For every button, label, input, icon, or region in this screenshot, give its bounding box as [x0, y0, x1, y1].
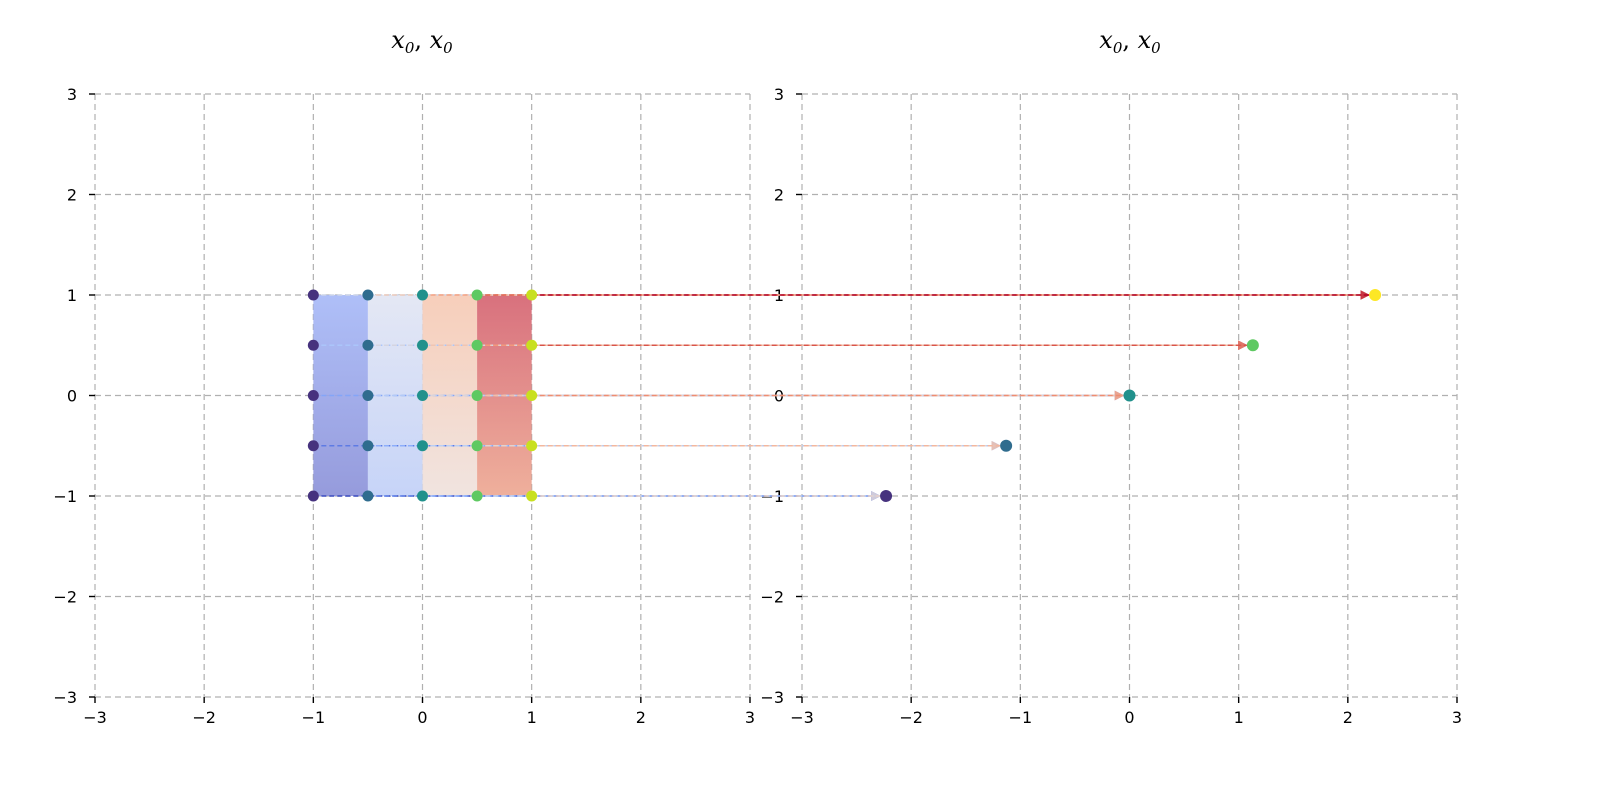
left-y-tick-label: 1 — [67, 286, 77, 305]
left-x-tick-label: 0 — [417, 708, 427, 727]
right-points — [880, 289, 1382, 502]
left-point — [471, 440, 483, 452]
right-point — [1123, 389, 1136, 402]
right-panel: x0, x0 −3 −2 −1 0 1 2 3 −3 −2 −1 0 1 2 3 — [760, 26, 1462, 727]
left-panel-title: x0, x0 — [391, 26, 453, 57]
right-x-tick-label: −3 — [790, 708, 814, 727]
left-x-tick-label: −2 — [192, 708, 216, 727]
left-y-tick-label: 0 — [67, 387, 77, 406]
left-y-axis: −3 −2 −1 0 1 2 3 — [53, 85, 95, 707]
left-point — [471, 490, 483, 502]
right-x-axis: −3 −2 −1 0 1 2 3 — [790, 697, 1462, 727]
left-point — [362, 289, 374, 301]
left-point — [526, 289, 538, 301]
left-point — [362, 440, 374, 452]
right-point — [880, 490, 893, 502]
left-point — [417, 390, 428, 401]
left-x-tick-label: −1 — [302, 708, 326, 727]
right-y-tick-label: −2 — [760, 588, 784, 607]
left-point — [526, 490, 538, 502]
left-point — [362, 339, 374, 351]
right-point — [1369, 289, 1382, 301]
right-x-tick-label: 3 — [1452, 708, 1462, 727]
left-y-tick-label: −2 — [53, 588, 77, 607]
right-x-tick-label: 0 — [1124, 708, 1134, 727]
right-point — [1246, 339, 1259, 352]
right-x-tick-label: −1 — [1009, 708, 1033, 727]
right-y-tick-label: −3 — [760, 688, 784, 707]
left-x-tick-label: 3 — [745, 708, 755, 727]
left-points — [307, 289, 538, 502]
right-x-tick-label: −2 — [899, 708, 923, 727]
left-point — [526, 390, 538, 401]
mapping-arrows — [313, 290, 1371, 501]
left-x-axis: −3 −2 −1 0 1 2 3 — [83, 697, 755, 727]
right-x-tick-label: 1 — [1234, 708, 1244, 727]
left-point — [417, 490, 428, 502]
left-point — [362, 490, 374, 502]
left-x-tick-label: −3 — [83, 708, 107, 727]
left-point — [417, 339, 428, 351]
left-point — [307, 390, 319, 401]
right-x-tick-label: 2 — [1343, 708, 1353, 727]
left-y-tick-label: −1 — [53, 487, 77, 506]
left-y-tick-label: −3 — [53, 688, 77, 707]
left-point — [526, 339, 538, 351]
left-x-tick-label: 1 — [527, 708, 537, 727]
left-point — [307, 490, 319, 502]
right-panel-title: x0, x0 — [1099, 26, 1161, 57]
left-panel: x0, x0 −3 −2 −1 0 1 2 3 −3 −2 −1 0 1 2 3 — [53, 26, 755, 727]
left-point — [471, 289, 483, 301]
left-point — [471, 390, 483, 401]
left-point — [526, 440, 538, 452]
right-point — [1000, 439, 1013, 452]
left-point — [307, 440, 319, 452]
left-y-tick-label: 2 — [67, 186, 77, 205]
right-y-tick-label: 2 — [774, 186, 784, 205]
left-point — [307, 339, 319, 351]
left-y-tick-label: 3 — [67, 85, 77, 104]
left-point — [307, 289, 319, 301]
left-point — [471, 339, 483, 351]
left-x-tick-label: 2 — [636, 708, 646, 727]
left-point — [362, 390, 374, 401]
left-point — [417, 289, 428, 301]
right-y-tick-label: 3 — [774, 85, 784, 104]
left-point — [417, 440, 428, 452]
